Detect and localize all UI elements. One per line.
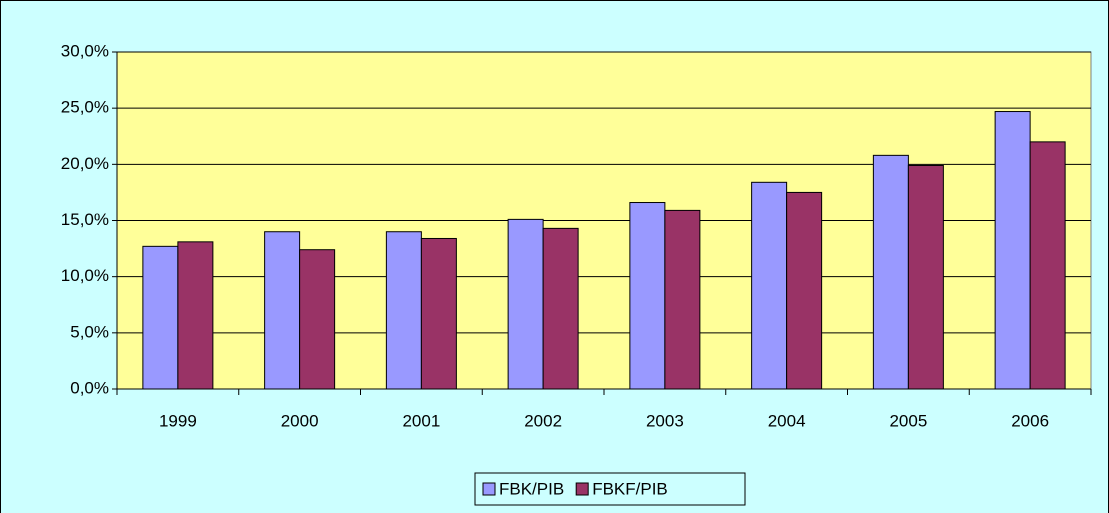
legend-swatch (482, 482, 496, 496)
legend-label: FBK/PIB (499, 479, 564, 498)
y-tick-label: 15,0% (61, 210, 109, 229)
x-tick-label: 2000 (281, 411, 319, 430)
y-tick-label: 5,0% (70, 322, 109, 341)
bar (142, 245, 179, 390)
bar (507, 218, 544, 390)
x-tick-label: 1999 (159, 411, 197, 430)
bar (177, 241, 214, 390)
bar (751, 181, 788, 390)
x-tick-label: 2006 (1011, 411, 1049, 430)
bar (994, 111, 1031, 390)
legend-label: FBKF/PIB (592, 479, 668, 498)
x-tick-label: 2003 (646, 411, 684, 430)
bar (1029, 141, 1066, 390)
x-tick-label: 2005 (889, 411, 927, 430)
x-tick-label: 2004 (768, 411, 806, 430)
y-tick-label: 10,0% (61, 266, 109, 285)
x-tick-label: 2002 (524, 411, 562, 430)
bar (420, 237, 457, 390)
legend-box (474, 472, 746, 506)
bar (542, 227, 579, 390)
bar (872, 154, 909, 390)
y-tick-label: 20,0% (61, 154, 109, 173)
y-tick-label: 0,0% (70, 378, 109, 397)
y-tick-label: 25,0% (61, 98, 109, 117)
y-tick-label: 30,0% (61, 41, 109, 60)
x-tick-label: 2001 (402, 411, 440, 430)
bar (264, 231, 301, 390)
bar (629, 202, 666, 390)
bar (385, 231, 422, 390)
legend-swatch (575, 482, 589, 496)
bar (907, 164, 944, 390)
bar (664, 209, 701, 390)
bar (786, 191, 823, 390)
bar (299, 249, 336, 390)
